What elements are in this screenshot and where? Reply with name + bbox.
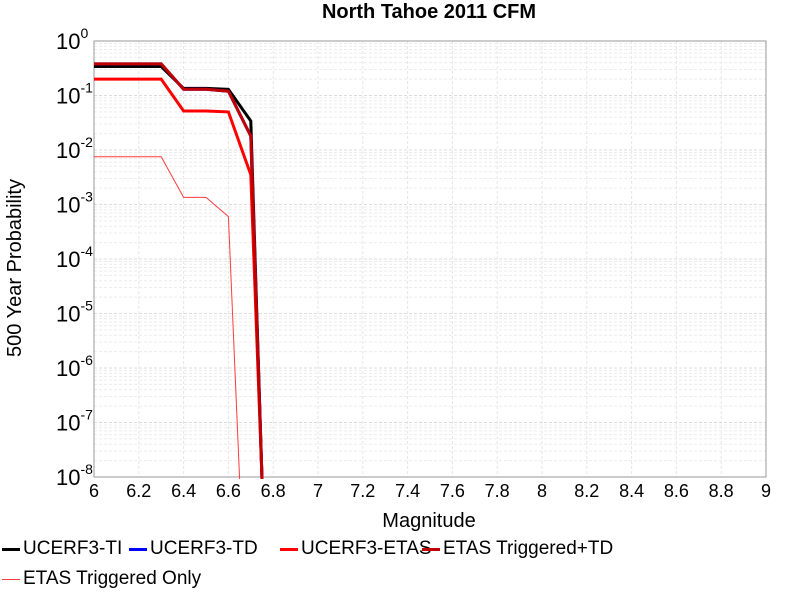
x-tick-label: 8.8 bbox=[709, 481, 734, 501]
chart: North Tahoe 2011 CFM 6 6.2 6.4 6.6 6.8 7 7.2 7.… bbox=[4, 1, 771, 532]
x-axis-ticks: 6 6.2 6.4 6.6 6.8 7 7.2 7.4 7.6 7.8 8 8.2 8.4 8.6 8.8 9 bbox=[89, 481, 771, 501]
series-layer bbox=[94, 62, 264, 480]
y-tick-label: 100 bbox=[56, 25, 88, 54]
y-tick-label: 10-2 bbox=[56, 134, 93, 163]
y-tick-exponent: -2 bbox=[80, 134, 93, 150]
x-tick-label: 7.8 bbox=[485, 481, 510, 501]
grid bbox=[93, 41, 767, 478]
plot-frame bbox=[93, 40, 767, 478]
x-tick-label: 7.2 bbox=[350, 481, 375, 501]
y-tick-label: 10-8 bbox=[56, 461, 93, 490]
y-tick-base: 10 bbox=[56, 247, 80, 272]
legend-item: ETAS Triggered Only bbox=[2, 568, 201, 590]
legend-label: UCERF3-TI bbox=[23, 538, 123, 559]
y-tick-exponent: -7 bbox=[80, 407, 93, 423]
legend-label: UCERF3-TD bbox=[150, 538, 258, 559]
legend-row: ETAS Triggered Only bbox=[0, 568, 800, 594]
y-tick-base: 10 bbox=[56, 138, 80, 163]
y-tick-label: 10-5 bbox=[56, 298, 93, 327]
x-tick-label: 8 bbox=[537, 481, 547, 501]
x-tick-label: 6.6 bbox=[216, 481, 241, 501]
x-tick-label: 7 bbox=[313, 481, 323, 501]
legend-label: ETAS Triggered+TD bbox=[443, 538, 614, 559]
y-tick-base: 10 bbox=[56, 302, 80, 327]
y-tick-label: 10-6 bbox=[56, 352, 93, 381]
legend-item: UCERF3-TD bbox=[129, 538, 258, 560]
y-tick-base: 10 bbox=[56, 356, 80, 381]
y-tick-base: 10 bbox=[56, 29, 80, 54]
legend-swatch bbox=[129, 547, 147, 551]
y-tick-label: 10-4 bbox=[56, 243, 93, 272]
series-line-etas-triggered-only bbox=[94, 156, 241, 480]
legend-swatch bbox=[422, 547, 440, 551]
y-tick-base: 10 bbox=[56, 465, 80, 490]
legend-swatch bbox=[280, 547, 298, 551]
series-line-etas-triggered-td bbox=[94, 62, 264, 480]
legend-swatch bbox=[2, 547, 20, 551]
y-tick-base: 10 bbox=[56, 411, 80, 436]
y-tick-exponent: -3 bbox=[80, 189, 93, 205]
x-tick-label: 6.8 bbox=[261, 481, 286, 501]
legend-label: UCERF3-ETAS bbox=[301, 538, 432, 559]
y-tick-label: 10-1 bbox=[56, 80, 93, 109]
y-tick-base: 10 bbox=[56, 84, 80, 109]
y-tick-exponent: -8 bbox=[80, 461, 93, 477]
legend-item: ETAS Triggered+TD bbox=[422, 538, 613, 560]
y-tick-base: 10 bbox=[56, 193, 80, 218]
x-tick-label: 7.6 bbox=[440, 481, 465, 501]
y-tick-exponent: 0 bbox=[80, 25, 88, 41]
x-tick-label: 6 bbox=[89, 481, 99, 501]
y-tick-exponent: -1 bbox=[80, 80, 93, 96]
y-tick-exponent: -5 bbox=[80, 298, 93, 314]
y-axis-label: 500 Year Probability bbox=[4, 179, 26, 357]
x-tick-label: 8.4 bbox=[619, 481, 644, 501]
chart-title: North Tahoe 2011 CFM bbox=[322, 1, 536, 23]
x-tick-label: 6.2 bbox=[126, 481, 151, 501]
x-tick-label: 8.6 bbox=[664, 481, 689, 501]
y-tick-exponent: -4 bbox=[80, 243, 93, 259]
x-tick-label: 8.2 bbox=[574, 481, 599, 501]
legend-label: ETAS Triggered Only bbox=[23, 568, 202, 589]
x-axis-label: Magnitude bbox=[382, 510, 475, 532]
legend-swatch bbox=[2, 578, 20, 580]
legend-row: UCERF3-TI UCERF3-TD UCERF3-ETAS ETAS Trigge… bbox=[0, 538, 800, 564]
x-tick-label: 6.4 bbox=[171, 481, 196, 501]
x-tick-label: 7.4 bbox=[395, 481, 420, 501]
legend-item: UCERF3-ETAS bbox=[280, 538, 432, 560]
x-tick-label: 9 bbox=[761, 481, 771, 501]
legend-item: UCERF3-TI bbox=[2, 538, 122, 560]
y-tick-label: 10-3 bbox=[56, 189, 93, 218]
y-tick-label: 10-7 bbox=[56, 407, 93, 436]
y-tick-exponent: -6 bbox=[80, 352, 93, 368]
